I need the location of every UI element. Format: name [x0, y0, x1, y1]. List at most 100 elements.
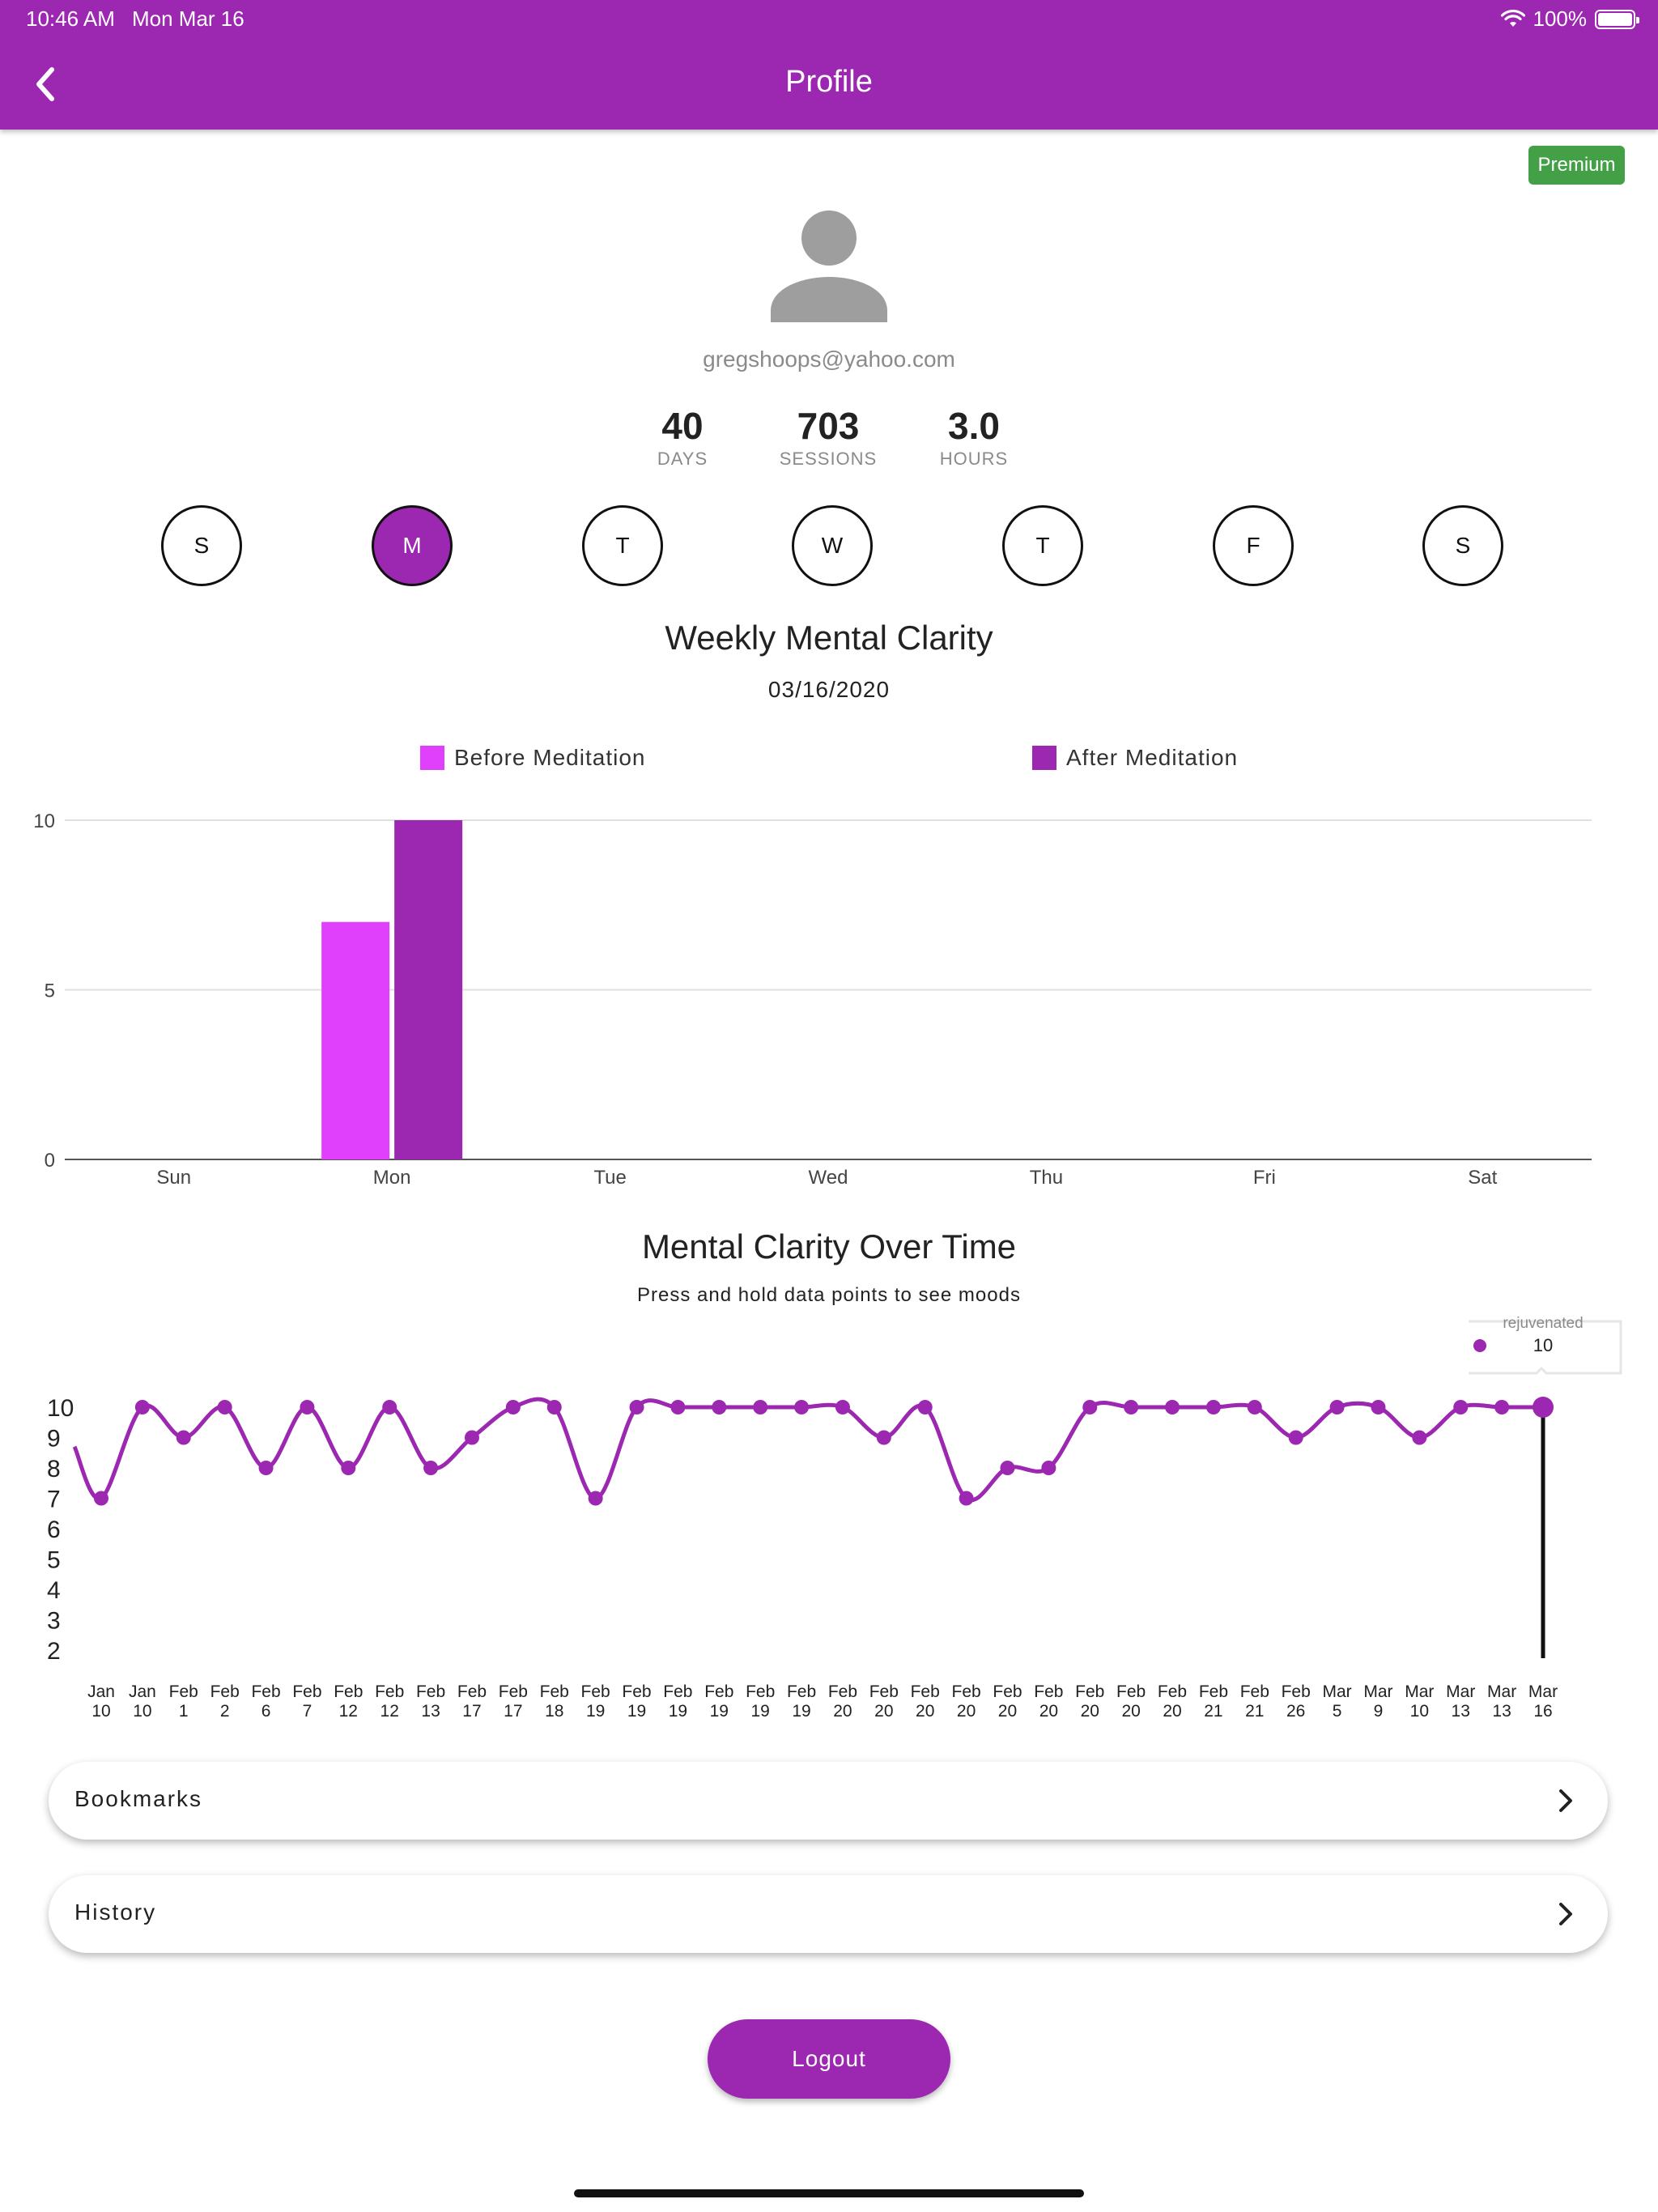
data-point[interactable]	[217, 1400, 232, 1414]
y-tick-label: 8	[47, 1456, 61, 1482]
x-tick-month: Feb	[210, 1682, 240, 1701]
x-tick-day: 19	[669, 1702, 687, 1721]
x-tick-label: Tue	[593, 1167, 626, 1189]
y-tick-label: 6	[47, 1516, 61, 1543]
x-tick-label: Sun	[156, 1167, 191, 1189]
data-point[interactable]	[1082, 1400, 1098, 1414]
data-point[interactable]	[1412, 1430, 1427, 1445]
data-point[interactable]	[134, 1400, 150, 1414]
data-point[interactable]	[1494, 1400, 1510, 1414]
x-tick-day: 19	[586, 1702, 605, 1721]
legend-after: After Meditation	[1032, 745, 1238, 771]
weekly-chart-title: Weekly Mental Clarity	[665, 619, 993, 657]
day-circle-friday[interactable]: F	[1213, 505, 1294, 586]
data-point[interactable]	[300, 1400, 315, 1414]
day-circle-wednesday[interactable]: W	[792, 505, 873, 586]
stat-hours: 3.0 HOURS	[909, 403, 1039, 470]
legend-before-label: Before Meditation	[454, 745, 646, 770]
data-point[interactable]	[753, 1400, 768, 1414]
data-point[interactable]	[1533, 1397, 1554, 1418]
x-tick-month: Feb	[499, 1682, 528, 1701]
battery-icon	[1595, 9, 1639, 29]
x-tick-day: 13	[421, 1702, 440, 1721]
bar	[394, 820, 463, 1159]
day-circle-tuesday[interactable]: T	[582, 505, 663, 586]
clarity-line-chart[interactable]: 2345678910Jan10Jan10Feb1Feb2Feb6Feb7Feb1…	[0, 1312, 1658, 1733]
data-point[interactable]	[794, 1400, 810, 1414]
x-tick-day: 20	[1081, 1702, 1099, 1721]
x-tick-month: Mar	[1528, 1682, 1558, 1701]
data-point[interactable]	[1000, 1461, 1015, 1475]
data-point[interactable]	[712, 1400, 727, 1414]
data-point[interactable]	[546, 1400, 562, 1414]
data-point[interactable]	[1371, 1400, 1386, 1414]
data-point[interactable]	[1041, 1461, 1056, 1475]
y-tick-label: 5	[47, 1547, 61, 1574]
data-point[interactable]	[1124, 1400, 1139, 1414]
data-point[interactable]	[423, 1461, 439, 1475]
line-chart-title: Mental Clarity Over Time	[641, 1227, 1017, 1266]
x-tick-month: Feb	[375, 1682, 404, 1701]
x-tick-month: Feb	[1240, 1682, 1269, 1701]
bookmarks-row[interactable]: Bookmarks	[49, 1762, 1608, 1840]
data-point[interactable]	[629, 1400, 644, 1414]
logout-button[interactable]: Logout	[708, 2019, 950, 2099]
weekly-bar-chart: 0 5 10 Sun Mon Tue Wed Thu Fri Sat	[33, 810, 1592, 1189]
day-circle-monday[interactable]: M	[372, 505, 453, 586]
battery-percent: 100%	[1533, 6, 1588, 31]
x-tick-month: Feb	[911, 1682, 940, 1701]
x-tick-day: 12	[339, 1702, 358, 1721]
x-tick-month: Feb	[457, 1682, 487, 1701]
x-tick-month: Feb	[581, 1682, 610, 1701]
status-date: Mon Mar 16	[132, 6, 244, 31]
legend-after-label: After Meditation	[1066, 745, 1239, 770]
y-tick-label: 3	[47, 1608, 61, 1635]
data-point[interactable]	[1247, 1400, 1262, 1414]
data-point[interactable]	[1205, 1400, 1221, 1414]
avatar[interactable]	[769, 209, 889, 322]
x-tick-day: 9	[1374, 1702, 1384, 1721]
data-point[interactable]	[835, 1400, 850, 1414]
x-tick-day: 19	[710, 1702, 729, 1721]
data-point[interactable]	[876, 1430, 891, 1445]
back-arrow-icon[interactable]	[29, 63, 62, 105]
x-tick-day: 20	[1039, 1702, 1058, 1721]
data-point[interactable]	[1329, 1400, 1345, 1414]
avatar-body	[771, 277, 887, 322]
x-tick-label: Sat	[1468, 1167, 1497, 1189]
day-circle-sunday[interactable]: S	[161, 505, 242, 586]
data-point[interactable]	[94, 1491, 108, 1506]
x-tick-month: Jan	[129, 1682, 156, 1701]
avatar-head	[801, 211, 857, 266]
day-circle-thursday[interactable]: T	[1002, 505, 1083, 586]
data-point[interactable]	[959, 1491, 974, 1506]
history-row[interactable]: History	[49, 1875, 1608, 1953]
y-tick-label: 10	[47, 1395, 74, 1422]
data-point[interactable]	[464, 1430, 479, 1445]
stat-label: SESSIONS	[779, 449, 878, 469]
x-tick-month: Feb	[1282, 1682, 1311, 1701]
data-point[interactable]	[176, 1430, 191, 1445]
home-indicator	[574, 2189, 1084, 2197]
x-tick-month: Mar	[1405, 1682, 1434, 1701]
x-tick-month: Mar	[1446, 1682, 1475, 1701]
data-point[interactable]	[258, 1461, 274, 1475]
x-tick-month: Feb	[952, 1682, 981, 1701]
x-tick-day: 13	[1492, 1702, 1511, 1721]
data-point[interactable]	[1288, 1430, 1303, 1445]
data-point[interactable]	[588, 1491, 603, 1506]
data-point[interactable]	[505, 1400, 521, 1414]
x-tick-label: Thu	[1030, 1167, 1063, 1189]
data-point[interactable]	[382, 1400, 397, 1414]
day-circle-saturday[interactable]: S	[1422, 505, 1503, 586]
data-point[interactable]	[1453, 1400, 1469, 1414]
x-tick-month: Mar	[1322, 1682, 1351, 1701]
data-point[interactable]	[670, 1400, 686, 1414]
x-tick-month: Feb	[1116, 1682, 1146, 1701]
x-tick-month: Feb	[622, 1682, 651, 1701]
x-tick-day: 18	[545, 1702, 563, 1721]
data-point[interactable]	[341, 1461, 356, 1475]
data-point[interactable]	[1165, 1400, 1180, 1414]
stat-label: HOURS	[939, 449, 1009, 469]
data-point[interactable]	[917, 1400, 933, 1414]
